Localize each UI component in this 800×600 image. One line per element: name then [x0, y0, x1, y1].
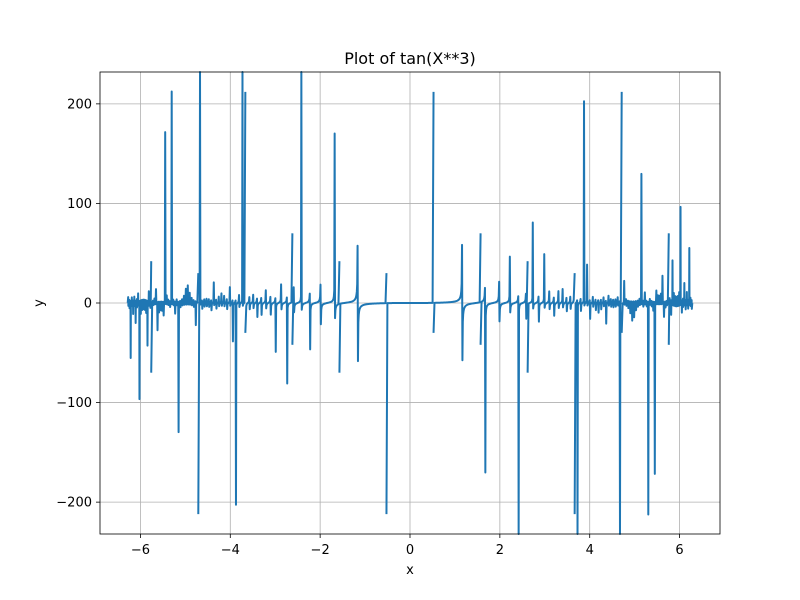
chart-title: Plot of tan(X**3)	[344, 49, 476, 68]
x-tick-label: −2	[311, 543, 330, 558]
x-axis-label: x	[406, 563, 414, 578]
x-tick-label: −6	[131, 543, 150, 558]
x-tick-label: 6	[675, 543, 683, 558]
y-tick-label: 200	[67, 97, 92, 112]
y-tick-label: −200	[56, 496, 92, 511]
x-tick-label: 2	[496, 543, 504, 558]
y-tick-label: 100	[67, 197, 92, 212]
y-axis-label: y	[32, 299, 47, 307]
y-tick-label: 0	[84, 297, 92, 312]
x-tick-label: 0	[406, 543, 414, 558]
x-tick-label: 4	[586, 543, 594, 558]
series-layer	[126, 71, 694, 535]
x-tick-label: −4	[221, 543, 240, 558]
axis-ticks: −6 −4 −2 0 2 4 6 −200 −100 0 100 200	[56, 97, 683, 558]
series-line	[126, 71, 694, 535]
y-tick-label: −100	[56, 396, 92, 411]
